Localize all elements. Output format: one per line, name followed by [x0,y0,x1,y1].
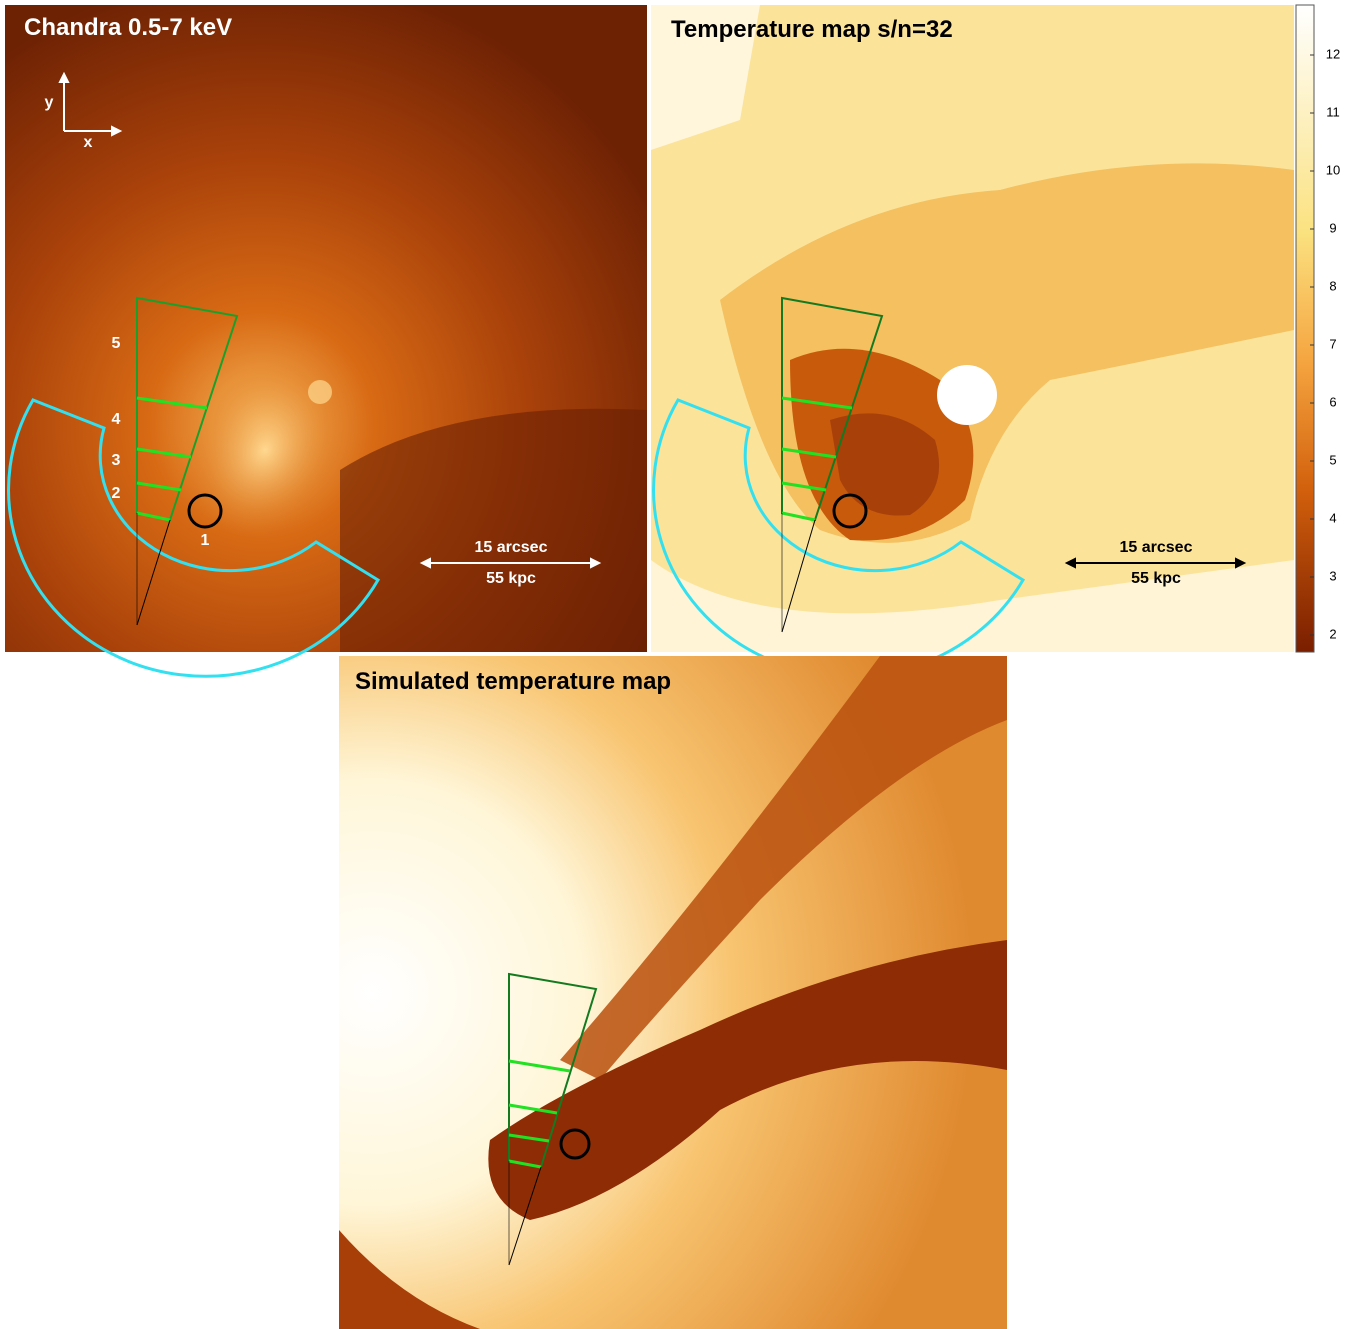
colorbar-tick-label: 6 [1329,394,1336,409]
panel-title: Simulated temperature map [355,668,671,695]
colorbar-tick-label: 11 [1326,104,1340,119]
region-label: 5 [112,335,121,352]
region-label: 2 [112,485,121,502]
colorbar-tick-label: 3 [1329,568,1336,583]
panel-title: Chandra 0.5-7 keV [24,14,232,41]
colorbar-ticks: 2 3 4 5 6 7 8 9 10 11 12 [1310,46,1340,641]
axis-label: x [84,134,93,151]
scale-label: 15 arcsec [1120,539,1193,556]
scale-label: 55 kpc [1131,570,1181,587]
colorbar-tick-label: 4 [1329,510,1336,525]
masked-source [937,365,997,425]
region-label: 3 [112,452,121,469]
colorbar-tick-label: 8 [1329,278,1336,293]
panel-title: Temperature map s/n=32 [671,16,953,43]
colorbar-tick-label: 2 [1329,626,1336,641]
panel-simulation: Simulated temperature map [339,656,1007,1329]
scale-label: 55 kpc [486,570,536,587]
region-label: 1 [201,532,210,549]
colorbar-tick-label: 10 [1326,162,1340,177]
point-source [308,380,332,404]
panel-chandra: Chandra 0.5-7 keV y x 5 4 3 2 1 15 arcse… [5,5,647,676]
colorbar [1296,5,1314,652]
figure: Chandra 0.5-7 keV y x 5 4 3 2 1 15 arcse… [0,0,1355,1329]
axis-label: y [45,94,54,111]
colorbar-tick-label: 12 [1326,46,1340,61]
colorbar-tick-label: 5 [1329,452,1336,467]
colorbar-tick-label: 7 [1329,336,1336,351]
colorbar-tick-label: 9 [1329,220,1336,235]
scale-label: 15 arcsec [475,539,548,556]
region-label: 4 [112,411,121,428]
panel-temperature-map: Temperature map s/n=32 15 arcsec 55 kpc … [651,5,1340,676]
